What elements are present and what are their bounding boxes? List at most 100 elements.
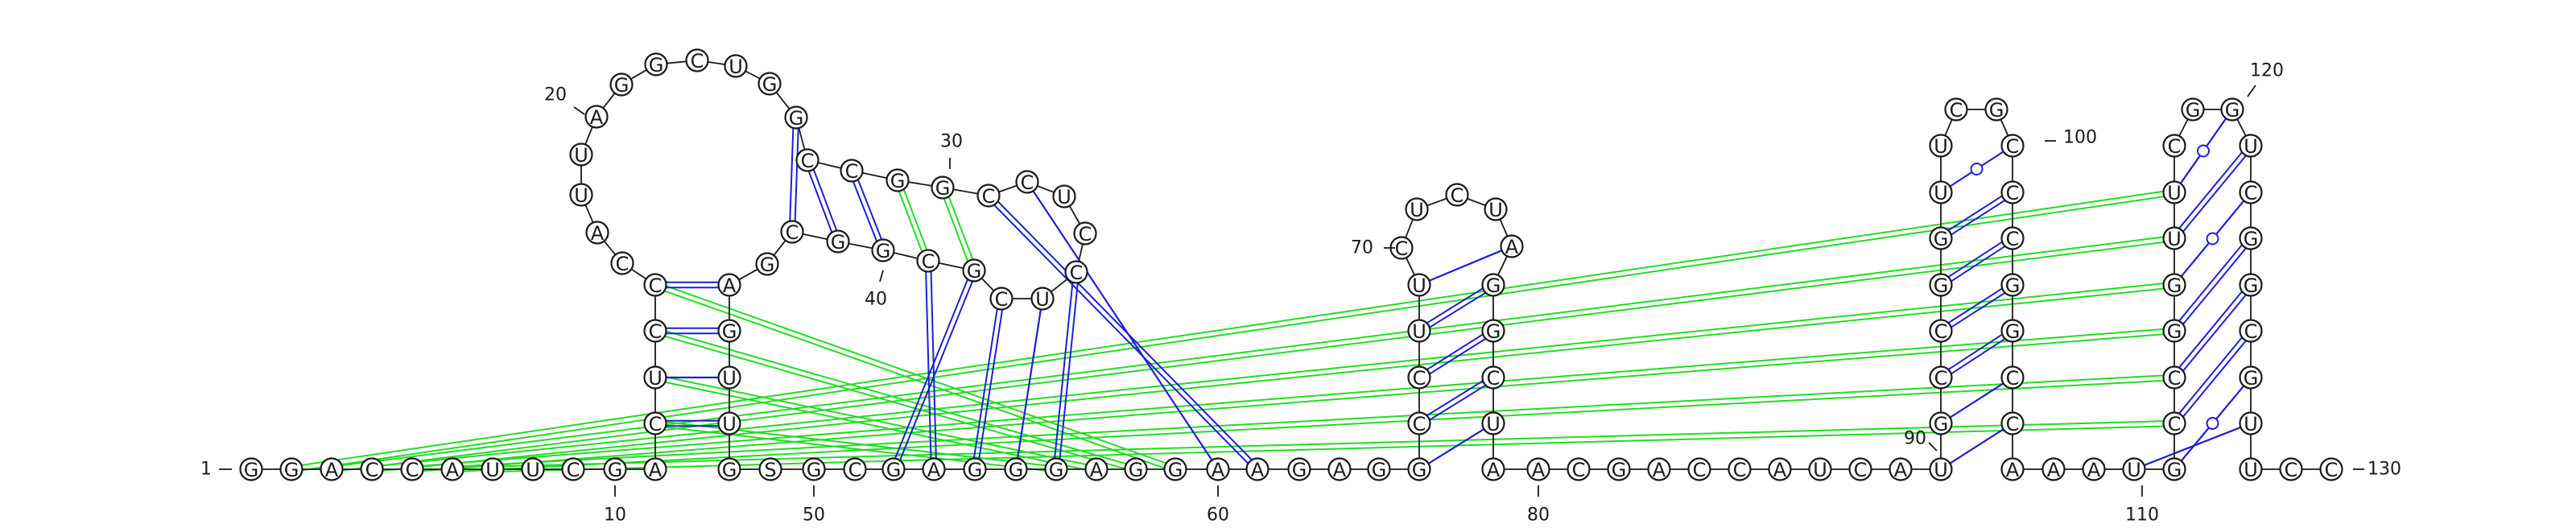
base-pair-28-40	[852, 179, 882, 241]
nucleotide-64: G	[1367, 457, 1391, 481]
nucleotide-letter: C	[2168, 413, 2182, 435]
nucleotide-letter: G	[789, 107, 804, 130]
nucleotide-letter: A	[1251, 459, 1265, 481]
nucleotide-letter: U	[1412, 274, 1426, 297]
nucleotide-circle	[569, 183, 593, 207]
nucleotide-letter: G	[2005, 320, 2021, 343]
nucleotide-letter: C	[1487, 367, 1501, 390]
backbone-layer	[262, 60, 2321, 470]
nucleotide-letter: U	[722, 367, 737, 390]
backbone-segment	[1051, 278, 1068, 293]
nucleotide-11: A	[643, 457, 667, 481]
nucleotide-circle	[871, 238, 895, 262]
position-label-70: 70	[1351, 238, 1373, 258]
nucleotide-circle	[685, 48, 709, 72]
nucleotide-circle	[1929, 457, 1953, 481]
nucleotide-letter: C	[567, 459, 580, 481]
nucleotide-letter: G	[2244, 367, 2259, 390]
nucleotide-58: G	[1124, 457, 1148, 481]
nucleotide-circle	[2000, 319, 2025, 343]
backbone-segment	[998, 184, 1018, 193]
nucleotide-circle	[2239, 273, 2263, 297]
nucleotide-circle	[2239, 180, 2263, 204]
nucleotide-110: U	[2122, 457, 2146, 481]
backbone-segment	[953, 188, 978, 195]
pair-line	[423, 328, 2164, 467]
nucleotide-circle	[717, 273, 741, 297]
nucleotide-letter: U	[1486, 413, 1501, 435]
nucleotide-circle	[569, 142, 593, 167]
nucleotide-23: C	[685, 48, 709, 72]
wobble-pair-marker	[2206, 232, 2219, 245]
pair-line	[2178, 291, 2243, 369]
nucleotide-40: G	[871, 238, 895, 262]
nucleotide-circle	[989, 287, 1013, 311]
nucleotide-letter: U	[1035, 288, 1050, 311]
nucleotide-101: C	[2000, 180, 2025, 204]
nucleotide-15: C	[643, 273, 667, 297]
nucleotide-70: C	[1389, 236, 1414, 260]
backbone-segment	[603, 240, 617, 256]
nucleotide-letter: G	[2167, 320, 2182, 343]
nucleotide-19: U	[569, 142, 593, 167]
nucleotide-124: G	[2239, 273, 2263, 297]
nucleotide-circle	[643, 319, 667, 343]
nucleotide-78: U	[1481, 411, 1505, 435]
tick-120	[2247, 85, 2256, 97]
backbone-segment	[584, 126, 593, 145]
backbone-segment	[803, 233, 828, 241]
nucleotide-letter: G	[1486, 274, 1501, 297]
nucleotide-77: C	[1481, 365, 1505, 390]
nucleotide-circle	[2041, 457, 2066, 481]
nucleotide-circle	[1407, 457, 1431, 481]
nucleotide-letter: A	[1090, 459, 1104, 481]
nucleotide-letter: G	[1009, 459, 1024, 481]
nucleotide-letter: A	[2006, 459, 2020, 481]
nucleotide-letter: G	[649, 54, 664, 76]
nucleotide-letter: G	[935, 177, 951, 200]
pair-line	[1948, 333, 2003, 370]
nucleotide-circle	[2239, 134, 2263, 158]
pair-line	[1429, 291, 1486, 328]
nucleotide-circle	[1445, 183, 1469, 207]
nucleotide-4: C	[360, 457, 384, 481]
nucleotide-126: G	[2239, 365, 2263, 390]
nucleotide-94: G	[1929, 273, 1953, 297]
nucleotide-letter: U	[526, 459, 540, 481]
nucleotide-letter: U	[1488, 199, 1503, 221]
nucleotide-circle	[2000, 226, 2025, 250]
nucleotide-letter: C	[2006, 367, 2020, 390]
nucleotide-letter: C	[1413, 367, 1426, 390]
nucleotide-43: G	[755, 252, 779, 276]
base-pair-93-103	[1948, 287, 2005, 328]
nucleotide-circle	[2162, 273, 2186, 297]
base-pair-111-126	[2180, 385, 2245, 462]
nucleotide-circle	[780, 220, 804, 244]
nucleotide-112: C	[2162, 411, 2186, 435]
nucleotide-36: U	[1030, 287, 1055, 311]
nucleotide-circle	[1929, 180, 1953, 204]
nucleotide-circle	[2162, 319, 2186, 343]
nucleotide-29: G	[886, 168, 910, 192]
nucleotide-letter: G	[1934, 228, 1949, 250]
nucleotide-117: U	[2162, 180, 2186, 204]
nucleotide-1: G	[239, 457, 263, 481]
pair-line	[2182, 294, 2247, 372]
pair-line	[302, 196, 2165, 472]
tick-40	[879, 270, 884, 283]
nucleotide-letter: A	[2047, 459, 2061, 481]
nucleotide-circle	[610, 251, 634, 275]
pair-line	[807, 171, 833, 233]
nucleotide-letter: U	[1934, 182, 1948, 204]
backbone-segment	[1497, 255, 1508, 276]
pair-line	[812, 169, 838, 231]
nucleotide-letter: G	[1486, 320, 1501, 343]
nucleotide-103: G	[2000, 273, 2025, 297]
nucleotide-130: C	[2319, 457, 2343, 481]
pair-line	[463, 374, 2164, 468]
nucleotide-circle	[717, 457, 741, 481]
nucleotide-letter: C	[2244, 182, 2258, 204]
nucleotide-65: G	[1407, 457, 1431, 481]
nucleotide-circle	[1407, 319, 1431, 343]
nucleotide-circle	[1484, 197, 1508, 221]
